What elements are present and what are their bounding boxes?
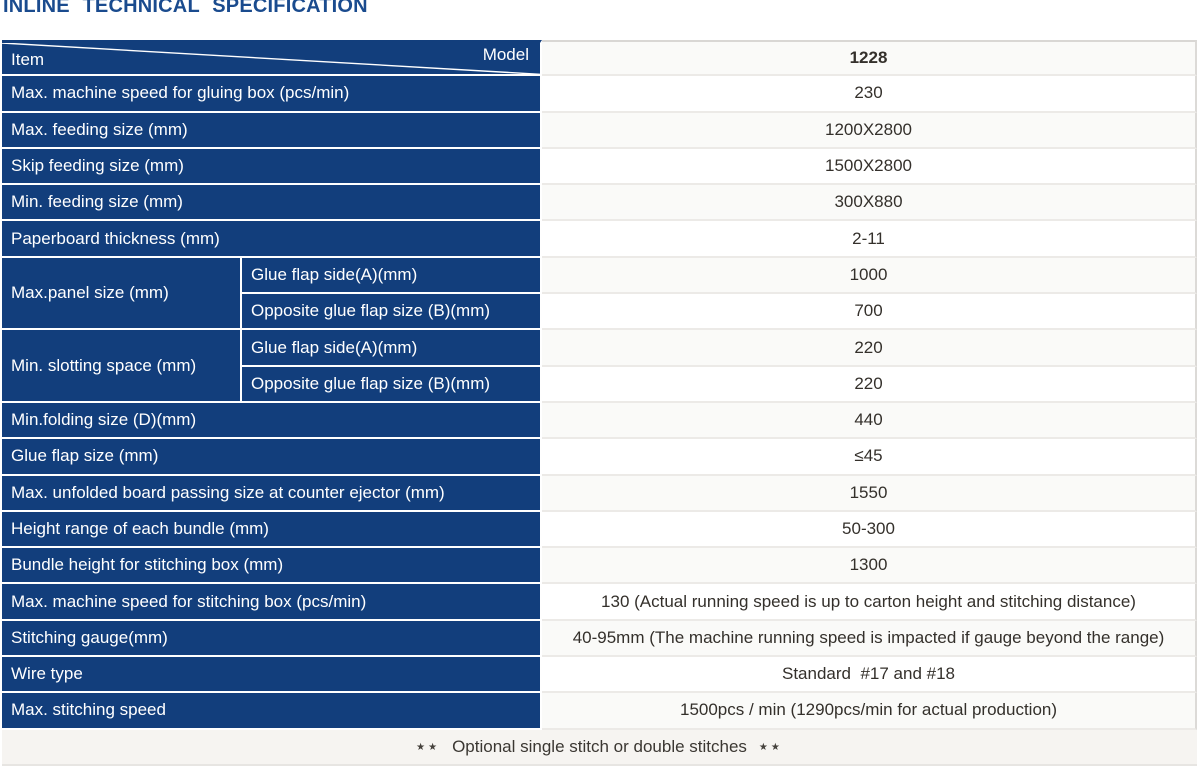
spec-sublabel-slotting-glue-flap-a: Glue flap side(A)(mm): [242, 330, 542, 367]
spec-sublabel-glue-flap-side-a: Glue flap side(A)(mm): [242, 257, 542, 295]
footer-note: ★★ Optional single stitch or double stit…: [2, 729, 1197, 766]
header-item-label: Item: [11, 50, 45, 70]
page-title: INLINE TECHNICAL SPECIFICATION: [3, 0, 368, 17]
spec-group-min-slotting-space: Min. slotting space (mm): [2, 330, 242, 403]
spec-value-stitching-gauge: 40-95mm (The machine running speed is im…: [542, 620, 1197, 658]
spec-value-skip-feeding-size: 1500X2800: [542, 148, 1197, 186]
spec-value-max-unfolded-board: 1550: [542, 475, 1197, 512]
spec-value-max-feeding-size: 1200X2800: [542, 112, 1197, 149]
spec-value-wire-type: Standard #17 and #18: [542, 657, 1197, 694]
spec-value-opposite-glue-flap-b: 700: [542, 294, 1197, 331]
spec-value-paperboard-thickness: 2-11: [542, 221, 1197, 258]
spec-sublabel-slotting-opposite-b: Opposite glue flap size (B)(mm): [242, 366, 542, 403]
spec-label-max-feeding-size: Max. feeding size (mm): [2, 112, 542, 149]
spec-value-bundle-height-stitching: 1300: [542, 548, 1197, 585]
spec-label-bundle-height-stitching: Bundle height for stitching box (mm): [2, 548, 542, 585]
spec-value-glue-flap-side-a: 1000: [542, 257, 1197, 295]
header-model-value: 1228: [542, 40, 1197, 77]
spec-label-min-feeding-size: Min. feeding size (mm): [2, 185, 542, 222]
spec-label-paperboard-thickness: Paperboard thickness (mm): [2, 221, 542, 258]
spec-value-glue-flap-size: ≤45: [542, 439, 1197, 476]
spec-value-min-feeding-size: 300X880: [542, 185, 1197, 222]
spec-group-max-panel-size: Max.panel size (mm): [2, 257, 242, 331]
spec-value-bundle-height-range: 50-300: [542, 511, 1197, 549]
spec-value-slotting-glue-flap-a: 220: [542, 330, 1197, 367]
spec-table: Model Item 1228 Max. machine speed for g…: [2, 40, 1197, 766]
spec-label-wire-type: Wire type: [2, 657, 542, 694]
spec-label-stitching-gauge: Stitching gauge(mm): [2, 620, 542, 658]
spec-value-slotting-opposite-b: 220: [542, 366, 1197, 403]
header-diagonal-line: [2, 43, 540, 75]
spec-value-gluing-box-speed: 230: [542, 76, 1197, 113]
spec-label-max-stitching-speed: Max. stitching speed: [2, 693, 542, 730]
star-icon: ★★: [758, 741, 783, 753]
header-model-label: Model: [482, 45, 529, 64]
spec-label-skip-feeding-size: Skip feeding size (mm): [2, 148, 542, 186]
spec-value-stitching-box-speed: 130 (Actual running speed is up to carto…: [542, 584, 1197, 621]
footer-note-text: Optional single stitch or double stitche…: [452, 736, 747, 756]
spec-label-stitching-box-speed: Max. machine speed for stitching box (pc…: [2, 584, 542, 621]
star-icon: ★★: [416, 741, 441, 753]
spec-value-max-stitching-speed: 1500pcs / min (1290pcs/min for actual pr…: [542, 693, 1197, 730]
spec-label-bundle-height-range: Height range of each bundle (mm): [2, 511, 542, 549]
spec-label-min-folding-size: Min.folding size (D)(mm): [2, 402, 542, 440]
header-item-model-cell: Model Item: [2, 40, 542, 77]
spec-label-gluing-box-speed: Max. machine speed for gluing box (pcs/m…: [2, 76, 542, 113]
spec-label-max-unfolded-board: Max. unfolded board passing size at coun…: [2, 475, 542, 512]
spec-sublabel-opposite-glue-flap-b: Opposite glue flap size (B)(mm): [242, 294, 542, 331]
spec-label-glue-flap-size: Glue flap size (mm): [2, 439, 542, 476]
spec-value-min-folding-size: 440: [542, 402, 1197, 440]
